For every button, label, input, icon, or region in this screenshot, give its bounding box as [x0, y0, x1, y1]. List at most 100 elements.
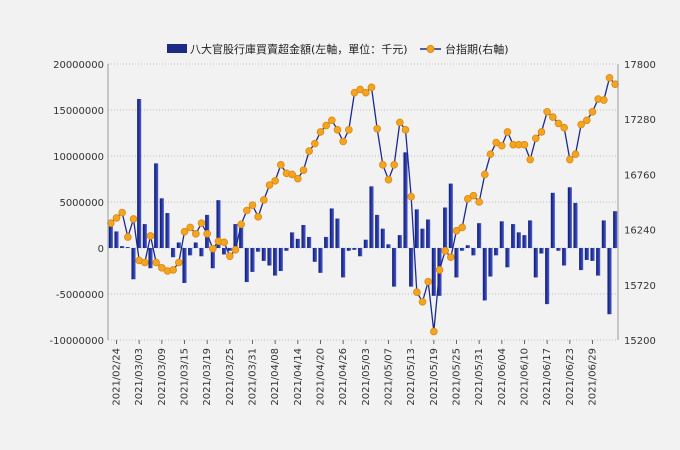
bar — [318, 248, 323, 273]
index-point — [475, 198, 483, 206]
bar — [335, 218, 340, 248]
bar — [346, 248, 351, 251]
bar — [494, 248, 499, 256]
index-point — [532, 134, 540, 143]
index-point — [566, 155, 574, 164]
left-tick-label: 10000000 — [53, 152, 104, 163]
index-point — [537, 128, 546, 136]
index-point — [605, 74, 614, 82]
bar — [250, 248, 255, 272]
bar — [295, 238, 300, 248]
index-point — [305, 147, 313, 155]
x-tick-label: 2021/05/31 — [474, 348, 485, 406]
bar — [199, 248, 204, 257]
index-point — [107, 219, 115, 228]
bar — [256, 248, 261, 252]
bar — [584, 248, 589, 260]
index-point — [492, 138, 500, 147]
bar — [443, 207, 448, 248]
index-point — [118, 208, 126, 217]
bar — [482, 248, 487, 301]
index-point — [526, 155, 534, 164]
index-point — [197, 219, 206, 228]
bar — [290, 232, 295, 248]
bar — [239, 223, 244, 248]
index-point — [248, 201, 257, 209]
bar — [528, 220, 533, 248]
left-tick-label: -10000000 — [49, 336, 104, 347]
bar — [142, 224, 147, 248]
bar — [363, 239, 368, 248]
bar — [171, 248, 176, 258]
bar — [341, 248, 346, 278]
x-tick-label: 2021/05/07 — [384, 348, 395, 406]
bar — [375, 214, 380, 248]
bar — [545, 248, 550, 305]
index-point — [152, 258, 160, 267]
bar — [590, 248, 595, 261]
bar — [176, 242, 181, 248]
right-tick-label: 17280 — [624, 115, 656, 126]
index-point — [379, 161, 387, 169]
bar — [488, 248, 493, 277]
bar — [148, 248, 153, 269]
x-tick-label: 2021/03/09 — [157, 348, 168, 406]
bar — [222, 248, 227, 255]
index-point — [458, 223, 466, 232]
index-point — [503, 128, 512, 136]
bar — [431, 248, 436, 296]
bars — [108, 98, 618, 315]
bar — [533, 248, 538, 278]
bar — [511, 224, 516, 248]
x-tick-label: 2021/03/25 — [225, 348, 236, 406]
bar — [324, 236, 329, 248]
index-point — [271, 176, 279, 185]
bar — [188, 248, 193, 256]
x-tick-label: 2021/02/24 — [112, 348, 123, 406]
bar — [244, 248, 249, 283]
bar — [182, 248, 187, 283]
bar — [210, 248, 215, 269]
bar — [550, 192, 555, 248]
index-point — [486, 150, 495, 159]
bar — [448, 183, 453, 248]
index-point — [277, 161, 285, 169]
bar — [403, 152, 408, 248]
bar — [601, 220, 606, 248]
x-tick-label: 2021/03/19 — [202, 348, 213, 406]
index-point — [260, 196, 268, 204]
bar — [131, 248, 136, 280]
legend-bar-swatch — [167, 44, 187, 53]
bar — [567, 187, 572, 248]
legend-line-marker — [426, 45, 435, 53]
bar — [159, 198, 164, 248]
left-tick-label: -5000000 — [56, 290, 104, 301]
index-point — [413, 288, 421, 297]
bar — [556, 248, 561, 251]
bar — [505, 248, 510, 268]
index-point — [600, 96, 608, 104]
bar — [380, 228, 385, 248]
index-point — [158, 264, 166, 272]
plot-frame — [107, 64, 619, 340]
x-tick-label: 2021/06/23 — [565, 348, 576, 406]
index-point — [311, 139, 319, 148]
left-tick-label: 15000000 — [53, 106, 104, 117]
index-point — [265, 181, 274, 189]
index-line — [107, 74, 619, 336]
index-point — [254, 213, 262, 221]
index-point — [543, 107, 551, 116]
index-point — [407, 192, 415, 201]
index-point — [373, 124, 381, 133]
bar — [392, 248, 397, 287]
index-point — [418, 297, 427, 306]
left-tick-label: 5000000 — [59, 198, 104, 209]
index-point — [362, 88, 370, 97]
index-point — [141, 258, 149, 267]
index-point — [226, 252, 234, 260]
index-point — [401, 126, 410, 134]
right-axis: 17800 17280 16760 16240 15720 15200 — [624, 60, 656, 347]
index-point — [441, 247, 449, 255]
index-point — [560, 123, 568, 132]
bar — [352, 248, 357, 250]
